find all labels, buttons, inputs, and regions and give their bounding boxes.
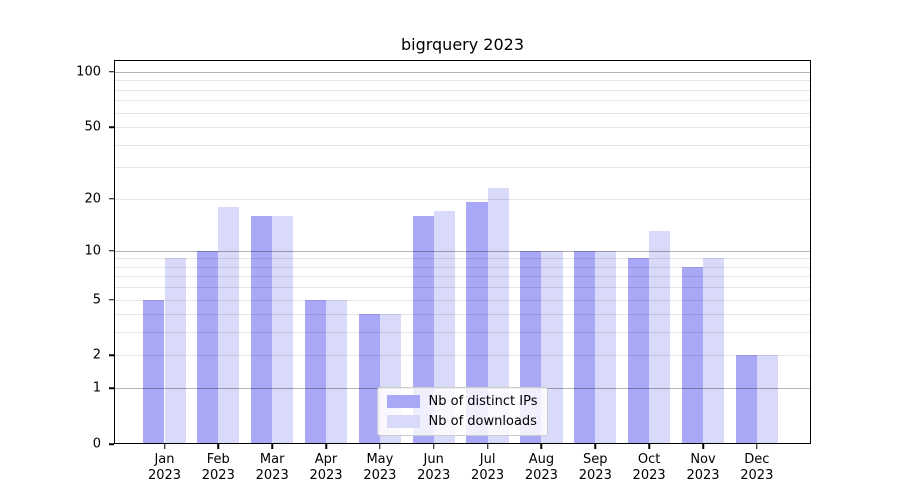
x-tick-month-mar: Mar <box>259 452 285 467</box>
y-tick-label-5: 5 <box>92 292 101 307</box>
x-tick-month-feb: Feb <box>206 452 230 467</box>
x-tick-label-jan: Jan 2023 <box>148 452 181 484</box>
bar-oct-downloads <box>649 231 671 444</box>
bar-oct-distinct-ips <box>627 258 650 444</box>
x-tick-label-apr: Apr 2023 <box>309 452 342 484</box>
x-tick-mark-sep <box>594 444 597 449</box>
x-tick-mark-feb <box>217 444 220 449</box>
bar-mar-distinct-ips <box>251 215 273 444</box>
legend-item-downloads: Nb of downloads <box>386 414 538 429</box>
x-tick-month-dec: Dec <box>744 452 770 467</box>
x-tick-month-nov: Nov <box>690 452 716 467</box>
x-tick-year-oct: 2023 <box>632 468 666 483</box>
legend-swatch-downloads <box>386 415 420 428</box>
y-tick-label-50: 50 <box>84 119 101 135</box>
x-tick-month-jun: Jun <box>423 452 444 467</box>
x-tick-year-mar: 2023 <box>255 468 289 483</box>
x-tick-year-may: 2023 <box>363 468 397 483</box>
x-tick-label-sep: Sep 2023 <box>579 452 612 484</box>
bar-jan-downloads <box>164 258 186 444</box>
x-tick-year-sep: 2023 <box>578 468 612 483</box>
x-tick-mark-jan <box>163 444 166 449</box>
bar-feb-downloads <box>218 206 240 444</box>
x-tick-year-feb: 2023 <box>201 468 235 483</box>
bar-nov-downloads <box>703 258 725 444</box>
x-tick-year-jan: 2023 <box>147 468 182 483</box>
x-tick-month-may: May <box>366 452 394 467</box>
bar-apr-distinct-ips <box>304 299 326 444</box>
x-tick-mark-jul <box>486 444 489 449</box>
x-tick-mark-oct <box>648 444 650 449</box>
x-tick-label-mar: Mar 2023 <box>256 452 289 484</box>
y-tick-mark-10 <box>109 249 114 252</box>
legend: Nb of distinct IPs Nb of downloads <box>376 387 549 436</box>
x-tick-label-jul: Jul 2023 <box>471 452 504 484</box>
x-tick-month-jan: Jan <box>154 452 175 467</box>
legend-label-downloads: Nb of downloads <box>428 414 537 429</box>
x-tick-month-apr: Apr <box>314 452 338 467</box>
y-tick-mark-0 <box>109 443 114 445</box>
y-tick-label-2: 2 <box>92 347 101 363</box>
x-tick-label-may: May 2023 <box>363 452 396 484</box>
x-tick-month-sep: Sep <box>583 452 608 467</box>
x-tick-year-jun: 2023 <box>417 468 451 483</box>
bar-sep-distinct-ips <box>574 250 596 444</box>
bar-nov-distinct-ips <box>681 266 703 444</box>
bar-dec-downloads <box>756 355 778 444</box>
x-tick-mark-aug <box>540 444 543 449</box>
bar-mar-downloads <box>272 215 294 444</box>
chart-title: bigrquery 2023 <box>400 35 525 54</box>
y-tick-label-1: 1 <box>92 380 101 396</box>
x-tick-label-feb: Feb 2023 <box>202 452 235 484</box>
x-tick-label-aug: Aug 2023 <box>525 452 558 484</box>
bar-feb-distinct-ips <box>197 250 219 444</box>
x-tick-mark-dec <box>756 444 758 449</box>
x-tick-label-oct: Oct 2023 <box>633 452 666 484</box>
x-tick-year-nov: 2023 <box>686 468 720 483</box>
bar-jul-distinct-ips <box>466 202 488 444</box>
x-tick-month-jul: Jul <box>479 452 496 467</box>
y-tick-label-0: 0 <box>92 436 101 452</box>
bar-apr-downloads <box>326 299 348 444</box>
x-tick-label-nov: Nov 2023 <box>686 452 719 484</box>
legend-swatch-distinct-ips <box>386 395 420 408</box>
bar-jun-distinct-ips <box>412 215 434 444</box>
x-tick-mark-jun <box>432 444 435 449</box>
y-tick-mark-1 <box>109 387 114 389</box>
bar-dec-distinct-ips <box>735 355 757 444</box>
x-tick-mark-nov <box>702 444 704 449</box>
x-tick-month-aug: Aug <box>528 452 555 467</box>
legend-item-distinct-ips: Nb of distinct IPs <box>386 394 538 409</box>
y-tick-label-20: 20 <box>84 191 101 206</box>
bar-jan-distinct-ips <box>143 299 165 444</box>
y-tick-mark-20 <box>109 197 114 200</box>
x-tick-year-aug: 2023 <box>524 468 558 483</box>
x-tick-mark-may <box>379 444 381 449</box>
x-tick-mark-apr <box>325 444 327 449</box>
bar-sep-downloads <box>595 250 617 444</box>
y-tick-label-100: 100 <box>76 64 101 80</box>
x-tick-label-dec: Dec 2023 <box>740 452 773 484</box>
x-tick-year-apr: 2023 <box>309 468 343 483</box>
plot-area: Nb of distinct IPs Nb of downloads <box>114 60 811 444</box>
x-tick-mark-mar <box>271 444 273 449</box>
y-tick-mark-2 <box>109 354 114 357</box>
bar-may-distinct-ips <box>358 314 380 444</box>
y-tick-mark-5 <box>109 298 114 301</box>
y-tick-label-10: 10 <box>84 243 101 259</box>
x-tick-year-jul: 2023 <box>471 468 505 483</box>
y-tick-mark-100 <box>109 71 114 73</box>
bar-jul-downloads <box>487 187 509 444</box>
x-tick-month-oct: Oct <box>637 452 661 467</box>
bar-jun-downloads <box>433 210 455 444</box>
x-tick-year-dec: 2023 <box>740 468 774 483</box>
x-tick-label-jun: Jun 2023 <box>417 452 450 484</box>
y-tick-mark-50 <box>109 126 114 128</box>
legend-label-distinct-ips: Nb of distinct IPs <box>428 394 538 409</box>
